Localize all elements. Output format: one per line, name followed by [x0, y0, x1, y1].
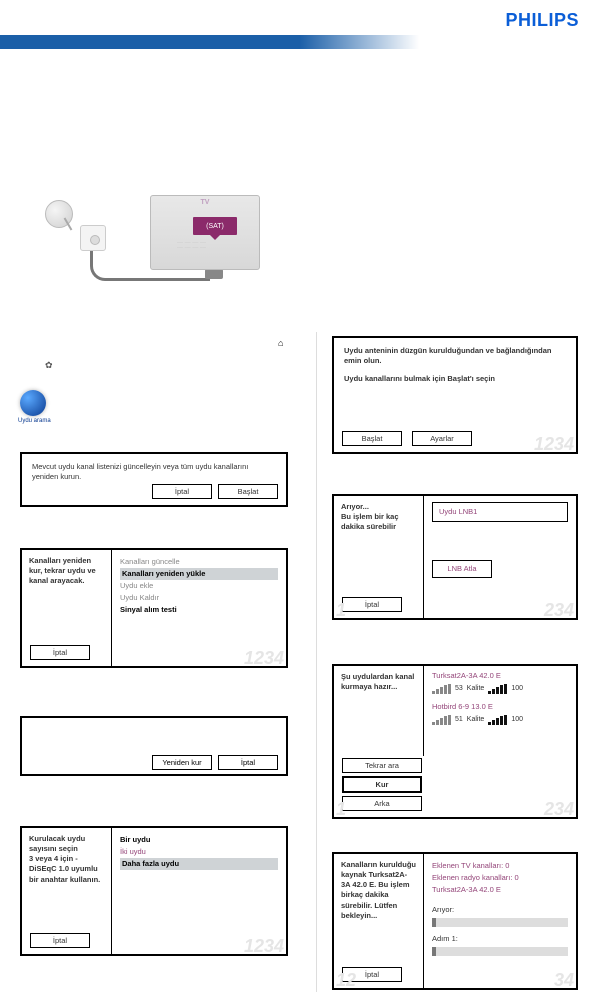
- panel-4-options: Bir uydu İki uydu Daha fazla uydu: [112, 828, 286, 954]
- satellite-search-label: Uydu arama: [18, 418, 51, 424]
- cancel-button[interactable]: İptal: [30, 645, 90, 660]
- panel-satellite-count: Kurulacak uydu sayısını seçin 3 veya 4 i…: [20, 826, 288, 956]
- sat2-quality: 100: [511, 714, 523, 725]
- tv-label: TV: [201, 199, 210, 206]
- gear-icon: ✿: [45, 360, 53, 371]
- satellite-2-name: Hotbird 6-9 13.0 E: [432, 701, 568, 713]
- brand-logo: PHILIPS: [505, 10, 579, 31]
- step-label: Adım 1:: [432, 933, 568, 945]
- panel-update-or-reinstall: Mevcut uydu kanal listenizi güncelleyin …: [20, 452, 288, 507]
- settings-button[interactable]: Ayarlar: [412, 431, 472, 446]
- retry-search-button[interactable]: Tekrar ara: [342, 758, 422, 773]
- start-button[interactable]: Başlat: [218, 484, 278, 499]
- satellite-1-name: Turksat2A-3A 42.0 E: [432, 670, 568, 682]
- column-divider: [316, 332, 317, 992]
- coax-plug-icon: [205, 269, 223, 279]
- satellite-search-icon: [20, 390, 46, 416]
- signal-bars-icon: [432, 684, 451, 694]
- panel-ready-to-install: Şu uydulardan kanal kurmaya hazır... Tur…: [332, 664, 578, 819]
- cancel-button[interactable]: İptal: [342, 967, 402, 982]
- panel-channel-options: Kanalları yeniden kur, tekrar uydu ve ka…: [20, 548, 288, 668]
- quality-label: Kalite: [467, 714, 485, 725]
- added-radio-channels: Eklenen radyo kanalları: 0: [432, 872, 568, 884]
- install-button[interactable]: Kur: [342, 776, 422, 793]
- searching-label: Arıyor:: [432, 904, 568, 916]
- satellite-connection-diagram: TV — — — —— — — — (SAT): [45, 195, 255, 305]
- option-add-satellite[interactable]: Uydu ekle: [120, 580, 278, 592]
- panel-antenna-check: Uydu anteninin düzgün kurulduğundan ve b…: [332, 336, 578, 454]
- added-tv-channels: Eklenen TV kanalları: 0: [432, 860, 568, 872]
- reinstall-button[interactable]: Yeniden kur: [152, 755, 212, 770]
- signal-bars-icon: [432, 715, 451, 725]
- back-button[interactable]: Arka: [342, 796, 422, 811]
- option-two-satellites[interactable]: İki uydu: [120, 846, 278, 858]
- tv-slots: — — — —— — — —: [177, 241, 206, 251]
- option-reinstall-channels[interactable]: Kanalları yeniden yükle: [120, 568, 278, 580]
- start-button[interactable]: Başlat: [342, 431, 402, 446]
- quality-bars-icon: [488, 684, 507, 694]
- search-progress-bar: [432, 918, 568, 927]
- watermark: 234: [544, 799, 574, 820]
- sat1-signal: 53: [455, 683, 463, 694]
- wall-outlet-icon: [80, 225, 106, 251]
- sat1-quality: 100: [511, 683, 523, 694]
- header-accent-bar: [0, 35, 599, 49]
- panel-install-progress: Kanalların kurulduğu kaynak Turksat2A-3A…: [332, 852, 578, 990]
- panel-5-line2: Uydu kanallarını bulmak için Başlat'ı se…: [334, 374, 576, 392]
- panel-searching-lnb: Arıyor... Bu işlem bir kaç dakika sürebi…: [332, 494, 578, 620]
- page-header: PHILIPS: [0, 0, 599, 50]
- option-one-satellite[interactable]: Bir uydu: [120, 834, 278, 846]
- lnb-skip-button[interactable]: LNB Atla: [432, 560, 492, 578]
- option-update-channels[interactable]: Kanalları güncelle: [120, 556, 278, 568]
- cancel-button[interactable]: İptal: [152, 484, 212, 499]
- option-more-satellites[interactable]: Daha fazla uydu: [120, 858, 278, 870]
- cancel-button[interactable]: İptal: [30, 933, 90, 948]
- quality-bars-icon: [488, 715, 507, 725]
- quality-label: Kalite: [467, 683, 485, 694]
- panel-5-line1: Uydu anteninin düzgün kurulduğundan ve b…: [334, 338, 576, 374]
- panel-3-message: Tüm uyduları tekrar kurmak istediğinizde…: [22, 718, 286, 752]
- panel-7-left-text: Şu uydulardan kanal kurmaya hazır...: [334, 666, 424, 756]
- panel-confirm-reinstall: Tüm uyduları tekrar kurmak istediğinizde…: [20, 716, 288, 776]
- sat-port-tag: (SAT): [193, 217, 237, 235]
- sat2-signal: 51: [455, 714, 463, 725]
- option-remove-satellite[interactable]: Uydu Kaldır: [120, 592, 278, 604]
- current-satellite: Turksat2A-3A 42.0 E: [432, 884, 568, 896]
- home-icon: ⌂: [278, 338, 283, 348]
- watermark: 1234: [534, 434, 574, 455]
- option-signal-test[interactable]: Sinyal alım testi: [120, 604, 278, 616]
- cancel-button[interactable]: İptal: [342, 597, 402, 612]
- panel-2-options: Kanalları güncelle Kanalları yeniden yük…: [112, 550, 286, 666]
- step-progress-bar: [432, 947, 568, 956]
- lnb-field: Uydu LNB1: [432, 502, 568, 522]
- cancel-button[interactable]: İptal: [218, 755, 278, 770]
